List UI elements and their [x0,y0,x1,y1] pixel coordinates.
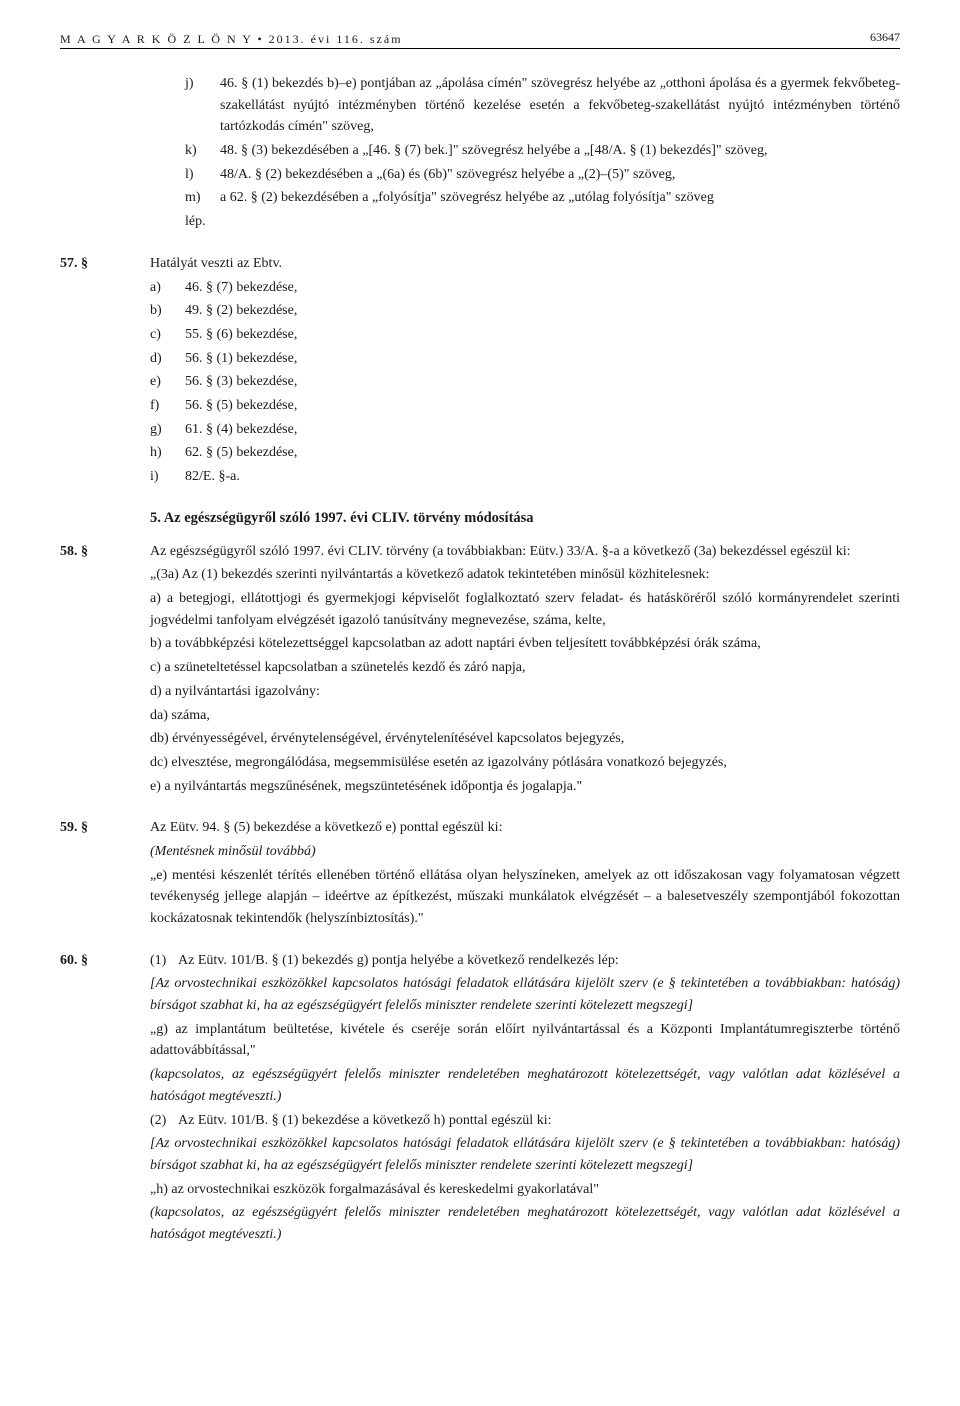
list-letter: j) [185,73,220,138]
page-number: 63647 [870,30,900,45]
list-text: 62. § (5) bekezdése, [185,442,900,464]
section-58-para: da) száma, [150,705,900,727]
list-letter: a) [150,277,185,299]
list-text: 48/A. § (2) bekezdésében a „(6a) és (6b)… [220,164,900,186]
sub-number: (2) [150,1110,178,1132]
list-letter: m) [185,187,220,209]
list-text: 56. § (5) bekezdése, [185,395,900,417]
list-letter: l) [185,164,220,186]
section-60-2-lead: Az Eütv. 101/B. § (1) bekezdése a követk… [178,1110,900,1132]
list-letter: i) [150,466,185,488]
list-text: a 62. § (2) bekezdésében a „folyósítja" … [220,187,900,209]
section-60-2-body: „h) az orvostechnikai eszközök forgalmaz… [150,1179,900,1201]
list-letter: f) [150,395,185,417]
list-text: 49. § (2) bekezdése, [185,300,900,322]
section-marker-60: 60. § [60,950,150,972]
list-text: 56. § (1) bekezdése, [185,348,900,370]
section-57-lead: Hatályát veszti az Ebtv. [150,253,900,275]
section-58-para: a) a betegjogi, ellátottjogi és gyermekj… [150,588,900,631]
list-text [220,211,900,233]
list-text: 61. § (4) bekezdése, [185,419,900,441]
section-58-lead: Az egészségügyről szóló 1997. évi CLIV. … [150,541,900,563]
list-letter: lép. [185,211,220,233]
section-marker-59: 59. § [60,817,150,839]
list-letter: k) [185,140,220,162]
section-60-1-lead: Az Eütv. 101/B. § (1) bekezdés g) pontja… [178,950,900,972]
section-60-1-body: „g) az implantátum beültetése, kivétele … [150,1019,900,1062]
sub-number: (1) [150,950,178,972]
list-text: 56. § (3) bekezdése, [185,371,900,393]
section-59-italic: (Mentésnek minősül továbbá) [150,841,900,863]
section-58-para: c) a szüneteltetéssel kapcsolatban a szü… [150,657,900,679]
list-letter: h) [150,442,185,464]
list-text: 46. § (1) bekezdés b)–e) pontjában az „á… [220,73,900,138]
section-58-para: b) a továbbképzési kötelezettséggel kapc… [150,633,900,655]
list-letter: b) [150,300,185,322]
list-letter: c) [150,324,185,346]
section-marker-58: 58. § [60,541,150,563]
list-text: 46. § (7) bekezdése, [185,277,900,299]
section-58-para: e) a nyilvántartás megszűnésének, megszü… [150,776,900,798]
section-60-2-italic2: (kapcsolatos, az egészségügyért felelős … [150,1202,900,1245]
section-58-para: „(3a) Az (1) bekezdés szerinti nyilvánta… [150,564,900,586]
section-58-para: dc) elvesztése, megrongálódása, megsemmi… [150,752,900,774]
section-60-2-italic: [Az orvostechnikai eszközökkel kapcsolat… [150,1133,900,1176]
list-text: 48. § (3) bekezdésében a „[46. § (7) bek… [220,140,900,162]
list-letter: e) [150,371,185,393]
list-letter: g) [150,419,185,441]
section-60-1-italic: [Az orvostechnikai eszközökkel kapcsolat… [150,973,900,1016]
section-58-para: db) érvényességével, érvénytelenségével,… [150,728,900,750]
section-59-body: „e) mentési készenlét térítés ellenében … [150,865,900,930]
section-59-lead: Az Eütv. 94. § (5) bekezdése a következő… [150,817,900,839]
header-rule [60,48,900,49]
section-58-para: d) a nyilvántartási igazolvány: [150,681,900,703]
list-text: 82/E. §-a. [185,466,900,488]
section-marker-57: 57. § [60,253,150,275]
subheading-5: 5. Az egészségügyről szóló 1997. évi CLI… [150,510,900,527]
list-letter: d) [150,348,185,370]
section-60-1-italic2: (kapcsolatos, az egészségügyért felelős … [150,1064,900,1107]
header-left: M A G Y A R K Ö Z L Ö N Y • 2013. évi 11… [60,32,403,46]
list-text: 55. § (6) bekezdése, [185,324,900,346]
